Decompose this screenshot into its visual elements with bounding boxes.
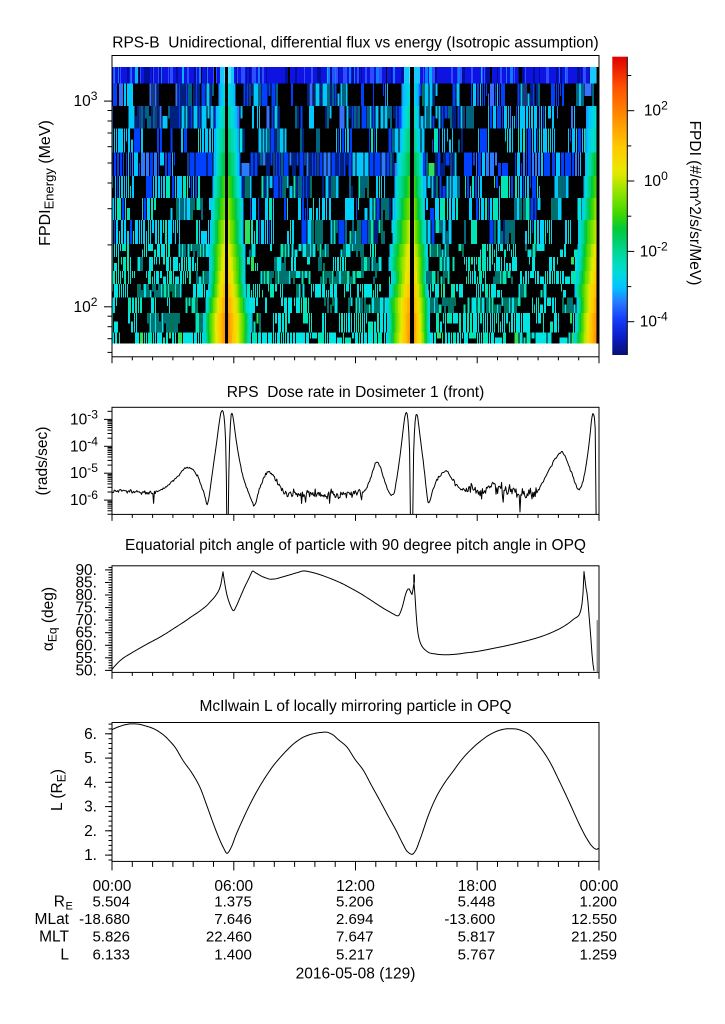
svg-text:McIlwain L of locally mirrorin: McIlwain L of locally mirroring particle… — [199, 698, 511, 715]
svg-text:5.504: 5.504 — [92, 894, 130, 911]
svg-text:E: E — [66, 901, 73, 913]
svg-text:12:00: 12:00 — [336, 878, 375, 895]
svg-text:5.448: 5.448 — [458, 894, 496, 911]
svg-text:65.: 65. — [75, 625, 97, 642]
svg-text:5.817: 5.817 — [458, 929, 496, 946]
svg-text:5.767: 5.767 — [458, 946, 496, 963]
svg-text:1.200: 1.200 — [579, 894, 617, 911]
svg-text:85.: 85. — [75, 575, 97, 592]
svg-text:7.646: 7.646 — [214, 911, 252, 928]
svg-text:55.: 55. — [75, 650, 97, 667]
svg-text:Equatorial pitch angle of part: Equatorial pitch angle of particle with … — [125, 537, 586, 554]
svg-text:18:00: 18:00 — [458, 878, 497, 895]
svg-text:5.: 5. — [84, 750, 97, 767]
svg-text:2.: 2. — [84, 823, 97, 840]
svg-text:RPS-B Unidirectional, differe: RPS-B Unidirectional, differential flux … — [112, 35, 598, 52]
svg-text:80.: 80. — [75, 587, 97, 604]
svg-text:60.: 60. — [75, 637, 97, 654]
svg-text:L: L — [60, 946, 69, 963]
svg-text:R: R — [54, 894, 65, 911]
svg-text:75.: 75. — [75, 600, 97, 617]
svg-text:5.206: 5.206 — [336, 894, 374, 911]
svg-text:-18.680: -18.680 — [79, 911, 130, 928]
svg-text:6.133: 6.133 — [92, 946, 130, 963]
svg-text:3.: 3. — [84, 799, 97, 816]
svg-text:RPS Dose rate in Dosimeter 1: RPS Dose rate in Dosimeter 1 (front) — [227, 384, 485, 401]
svg-text:FPDIEnergy (MeV): FPDIEnergy (MeV) — [37, 120, 57, 246]
svg-text:(rads/sec): (rads/sec) — [34, 427, 51, 496]
svg-text:αEq (deg): αEq (deg) — [40, 587, 60, 651]
svg-text:00:00: 00:00 — [93, 878, 132, 895]
svg-text:00:00: 00:00 — [580, 878, 619, 895]
svg-text:-13.600: -13.600 — [444, 911, 495, 928]
svg-text:21.250: 21.250 — [571, 929, 617, 946]
svg-text:70.: 70. — [75, 612, 97, 629]
svg-text:50.: 50. — [75, 662, 97, 679]
svg-text:7.647: 7.647 — [336, 929, 374, 946]
svg-text:6.: 6. — [84, 726, 97, 743]
svg-text:5.826: 5.826 — [92, 929, 130, 946]
svg-text:2016-05-08 (129): 2016-05-08 (129) — [296, 966, 416, 983]
svg-text:22.460: 22.460 — [206, 929, 252, 946]
svg-text:06:00: 06:00 — [214, 878, 253, 895]
svg-text:1.375: 1.375 — [214, 894, 252, 911]
svg-text:1.: 1. — [84, 847, 97, 864]
svg-text:2.694: 2.694 — [336, 911, 374, 928]
svg-text:4.: 4. — [84, 774, 97, 791]
svg-text:MLat: MLat — [35, 911, 70, 928]
svg-text:1.259: 1.259 — [579, 946, 617, 963]
svg-text:1.400: 1.400 — [214, 946, 252, 963]
svg-text:FPDI (#/cm^2/s/sr/MeV): FPDI (#/cm^2/s/sr/MeV) — [686, 121, 703, 286]
svg-text:L (RE): L (RE) — [49, 769, 69, 811]
svg-text:90.: 90. — [75, 562, 97, 579]
svg-text:5.217: 5.217 — [336, 946, 374, 963]
svg-text:12.550: 12.550 — [571, 911, 617, 928]
svg-text:MLT: MLT — [39, 929, 69, 946]
